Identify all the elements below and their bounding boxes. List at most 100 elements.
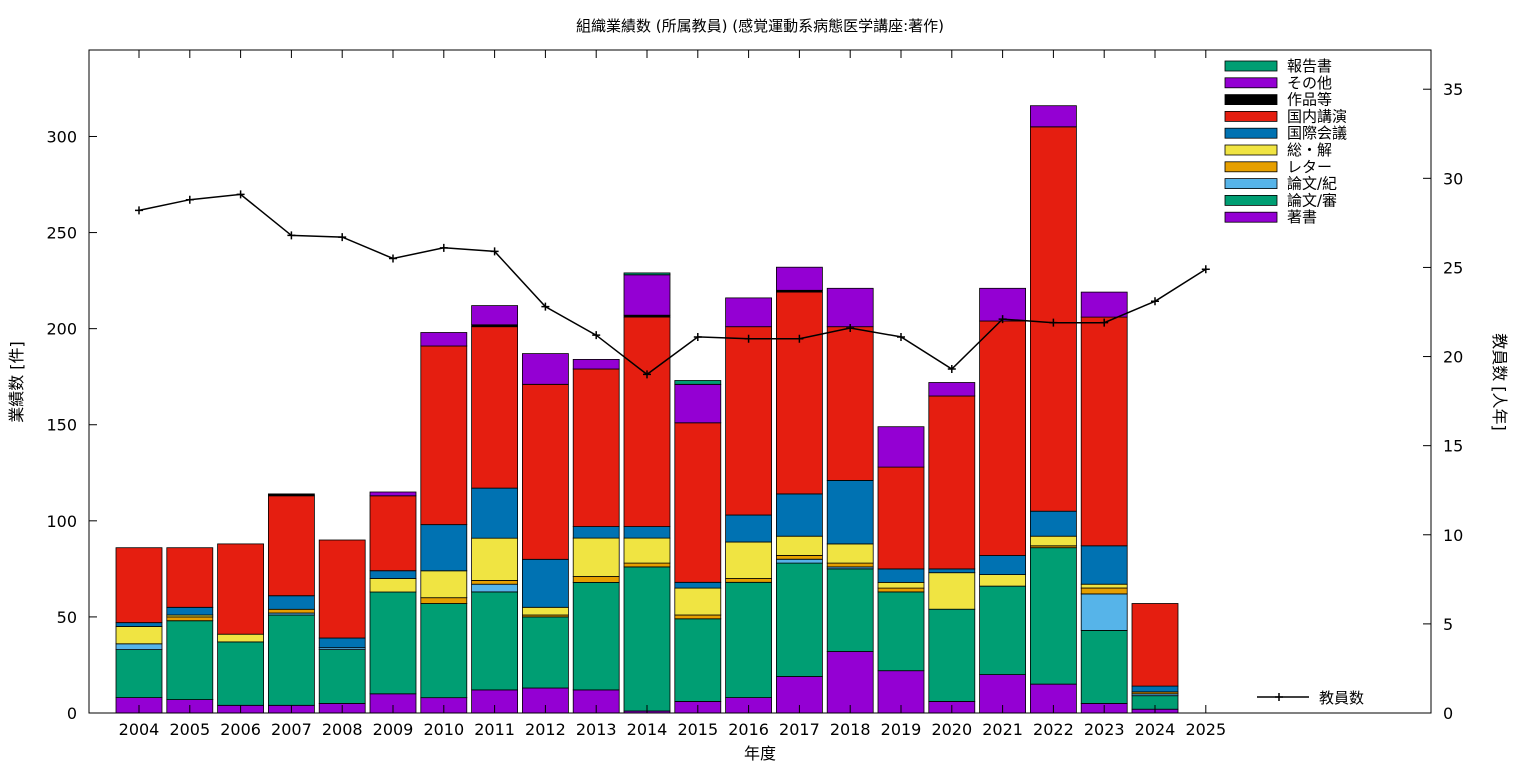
bar-2016-series-8 (725, 297, 772, 328)
bar-2010-series-8 (420, 332, 468, 347)
faculty-count-point-2004 (135, 206, 143, 215)
bar-2013-series-3 (572, 576, 620, 583)
x-tick-label-2006: 2006 (220, 720, 261, 739)
bar-2010-series-5 (420, 524, 468, 572)
bar-2009-series-4 (369, 578, 417, 593)
y2-tick-label-20: 20 (1443, 348, 1463, 367)
bar-2018-series-8 (826, 287, 874, 328)
legend-swatch-1 (1224, 77, 1278, 89)
y-tick-label-200: 200 (46, 320, 77, 339)
legend-label-6: レター (1287, 158, 1332, 176)
bar-2010-series-3 (420, 597, 468, 604)
bar-2007-series-3 (267, 608, 315, 614)
x-tick-label-2009: 2009 (373, 720, 414, 739)
bar-2022-series-5 (1030, 510, 1077, 537)
x-tick-label-2017: 2017 (779, 720, 820, 739)
y2-tick-label-0: 0 (1443, 704, 1453, 723)
x-tick-label-2018: 2018 (830, 720, 871, 739)
bar-2011-series-8 (471, 305, 519, 326)
faculty-count-point-2022 (1049, 318, 1058, 327)
bar-2015-series-4 (674, 587, 722, 616)
bar-2018-series-1 (826, 568, 874, 652)
bar-2005-series-6 (166, 547, 214, 608)
bar-2023-series-2 (1080, 593, 1128, 631)
bar-2019-series-8 (877, 426, 925, 468)
bar-2019-series-3 (877, 587, 925, 593)
faculty-count-point-2014 (643, 370, 651, 379)
x-tick-label-2004: 2004 (119, 720, 160, 739)
bar-2004-series-6 (115, 547, 163, 624)
bar-2018-series-4 (826, 543, 874, 564)
bar-2018-series-6 (826, 326, 874, 481)
legend-swatch-0 (1224, 60, 1278, 72)
y-tick-label-150: 150 (46, 416, 77, 435)
bar-2018-series-5 (826, 480, 874, 545)
bar-2005-series-3 (166, 616, 214, 622)
bar-2014-series-5 (623, 526, 671, 539)
bar-2010-series-6 (420, 345, 468, 525)
bar-2023-series-6 (1080, 316, 1128, 547)
bar-2015-series-6 (674, 422, 722, 583)
bar-2004-series-1 (115, 649, 163, 698)
bar-2022-series-1 (1030, 547, 1077, 685)
legend-line-marker (1275, 693, 1283, 701)
y-tick-label-100: 100 (46, 512, 77, 531)
bar-2016-series-4 (725, 541, 772, 579)
legend-label-7: 論文/紀 (1287, 175, 1337, 193)
legend-label-8: 論文/審 (1287, 191, 1337, 209)
x-tick-label-2011: 2011 (474, 720, 515, 739)
faculty-count-point-2020 (947, 365, 956, 374)
bar-2024-series-5 (1131, 685, 1179, 693)
legend-swatch-7 (1224, 178, 1278, 190)
legend-label-5: 総・解 (1287, 141, 1332, 159)
bar-2017-series-8 (776, 266, 823, 291)
bar-2013-series-4 (572, 537, 620, 577)
bar-2004-series-4 (115, 626, 163, 645)
x-tick-label-2007: 2007 (271, 720, 312, 739)
x-axis-label: 年度 (744, 744, 776, 763)
bar-2019-series-6 (877, 466, 925, 570)
x-tick-label-2021: 2021 (982, 720, 1023, 739)
bar-2006-series-1 (217, 641, 265, 706)
bar-2023-series-1 (1080, 630, 1128, 704)
legend-label-3: 国内講演 (1287, 107, 1347, 125)
bar-2012-series-5 (522, 558, 569, 608)
bar-2023-series-8 (1080, 291, 1128, 318)
legend-label-9: 著書 (1287, 208, 1317, 226)
bar-2022-series-4 (1030, 535, 1077, 547)
y-tick-label-50: 50 (57, 608, 77, 627)
faculty-count-point-2006 (236, 190, 245, 199)
bar-2017-series-6 (776, 291, 823, 495)
legend-line-label: 教員数 (1319, 689, 1364, 707)
faculty-count-point-2010 (439, 243, 448, 252)
bar-2008-series-6 (318, 539, 366, 639)
bar-2005-series-5 (166, 606, 214, 616)
bar-2006-series-4 (217, 633, 265, 643)
bar-2019-series-5 (877, 568, 925, 583)
bar-2007-series-6 (267, 495, 315, 597)
bar-2018-series-0 (826, 651, 874, 714)
bar-2013-series-1 (572, 581, 620, 691)
faculty-count-point-2023 (1100, 318, 1109, 327)
bar-2022-series-8 (1030, 105, 1077, 128)
faculty-count-point-2024 (1151, 297, 1159, 306)
bar-2023-series-5 (1080, 545, 1128, 585)
bar-2017-series-4 (776, 535, 823, 556)
x-tick-label-2005: 2005 (169, 720, 210, 739)
faculty-count-point-2007 (287, 231, 296, 240)
faculty-count-point-2019 (897, 332, 905, 341)
legend-swatch-9 (1224, 211, 1278, 223)
x-tick-label-2024: 2024 (1135, 720, 1176, 739)
bar-2009-series-5 (369, 570, 417, 579)
bar-2016-series-3 (725, 578, 772, 583)
faculty-count-point-2021 (998, 315, 1007, 324)
bar-2017-series-2 (776, 558, 823, 564)
chart-title: 組織業績数 (所属教員) (感覚運動系病態医学講座:著作) (576, 17, 944, 35)
bar-2011-series-1 (471, 591, 519, 691)
bar-2016-series-5 (725, 514, 772, 543)
bar-2020-series-6 (928, 395, 976, 570)
bar-2014-series-4 (623, 537, 671, 564)
